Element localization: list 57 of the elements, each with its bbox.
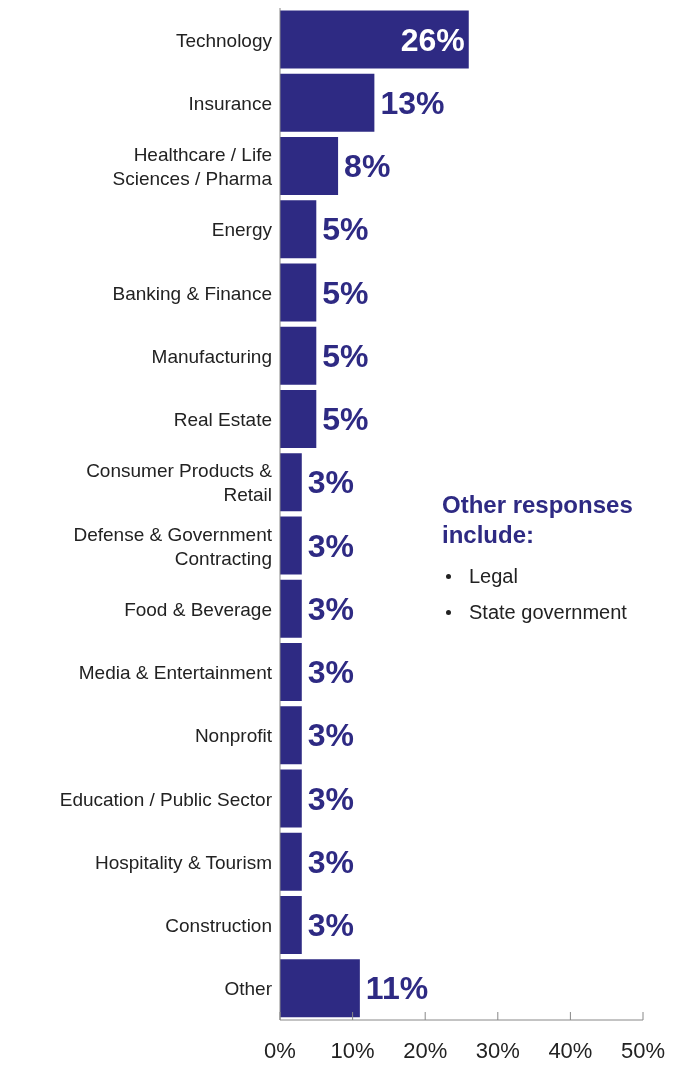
bar (280, 516, 302, 575)
data-label: 3% (307, 780, 355, 817)
data-label: 3% (307, 717, 355, 754)
data-label: 3% (307, 654, 355, 691)
data-label: 11% (365, 970, 429, 1007)
y-tick-label: Energy (211, 218, 273, 240)
y-tick-label: Defense & Government Contracting (73, 523, 273, 569)
bar (280, 643, 302, 702)
y-tick-label: Manufacturing (151, 345, 272, 367)
bar (280, 390, 317, 449)
data-label: 26% (400, 21, 465, 58)
x-tick-label: 50% (620, 1037, 666, 1063)
bar (280, 263, 317, 322)
annotation: Other responses include: (442, 490, 634, 550)
x-tick-label: 20% (403, 1037, 448, 1063)
bar (280, 73, 375, 132)
bar (280, 706, 302, 765)
bar (280, 579, 302, 638)
data-label: 3% (307, 527, 355, 564)
bar (280, 832, 302, 891)
y-tick-label: Banking & Finance (112, 282, 272, 304)
bar (280, 769, 302, 828)
data-label: 3% (307, 590, 355, 627)
y-tick-label: Nonprofit (194, 724, 273, 746)
bar (280, 10, 469, 69)
bar (280, 200, 317, 259)
data-label: 13% (380, 84, 445, 121)
bar (280, 326, 317, 385)
y-tick-label: Real Estate (173, 408, 272, 430)
data-label: 3% (307, 907, 355, 944)
x-tick-label: 40% (548, 1037, 593, 1063)
y-tick-label: Insurance (188, 92, 272, 114)
y-tick-label: Education / Public Sector (59, 788, 273, 810)
y-tick-label: Technology (175, 29, 273, 51)
x-tick-label: 10% (330, 1037, 375, 1063)
data-label: 5% (322, 401, 369, 438)
data-label: 5% (322, 274, 369, 311)
y-tick-label: Consumer Products & Retail (86, 459, 273, 505)
y-tick-label: Healthcare / Life Sciences / Pharma (112, 143, 273, 189)
data-label: 3% (307, 843, 355, 880)
y-tick-label: Hospitality & Tourism (94, 851, 272, 873)
bar (280, 453, 302, 512)
y-tick-label: Food & Beverage (124, 598, 272, 620)
data-label: 8% (344, 148, 391, 185)
x-tick-label: 0% (264, 1037, 296, 1063)
x-tick-label: 30% (475, 1037, 520, 1063)
bar (280, 959, 360, 1018)
y-tick-label: Construction (165, 914, 272, 936)
annotation: State government (469, 600, 627, 625)
annotation: Legal (469, 564, 518, 589)
data-label: 3% (307, 464, 355, 501)
bar (280, 896, 302, 955)
data-label: 5% (322, 211, 369, 248)
bar (280, 137, 339, 196)
data-label: 5% (322, 337, 369, 374)
y-tick-label: Other (224, 977, 273, 999)
y-tick-label: Media & Entertainment (78, 661, 273, 683)
